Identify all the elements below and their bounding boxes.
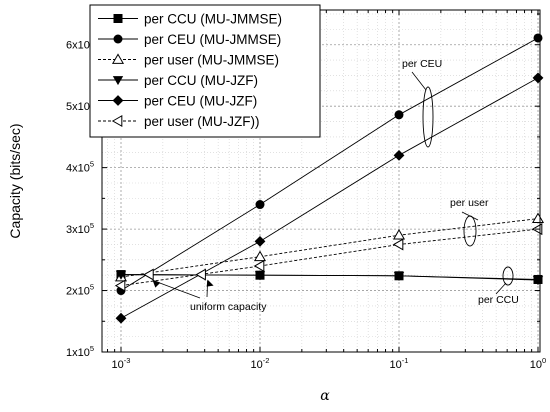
y-tick-label-mantissa: 5x10: [66, 101, 90, 113]
legend-marker-4: [112, 76, 124, 86]
series-3-point: [392, 229, 406, 240]
series-5-point: [254, 235, 266, 247]
series-3-point: [531, 212, 545, 223]
x-tick-label: 10-1: [390, 356, 409, 371]
legend-label-4: per CCU (MU-JZF): [144, 73, 258, 88]
x-tick-label: 100: [530, 356, 546, 371]
series-lines: [120, 37, 539, 319]
crossing-point: [143, 268, 154, 281]
series-6-point: [253, 259, 265, 273]
series-2-point: [255, 200, 265, 210]
series-4-point: [115, 270, 127, 280]
series-5-point: [532, 72, 544, 84]
legend-marker-1: [113, 14, 123, 23]
x-tick-label-exponent: -2: [263, 356, 270, 365]
series-5-point: [393, 149, 405, 161]
annotation-per-ccu: per CCU: [478, 294, 519, 306]
legend-label-1: per CCU (MU-JMMSE): [144, 12, 282, 27]
y-tick-label-exponent: 5: [90, 221, 94, 230]
annotation-ellipse-per-user: [463, 215, 477, 247]
series-2-point: [394, 110, 404, 120]
annotation-ellipse-per-ccu: [502, 266, 514, 286]
y-tick-label: 2x105: [66, 283, 94, 298]
y-tick-label: 3x105: [66, 221, 94, 236]
x-tick-label-base: 10: [390, 359, 402, 371]
series-4-point: [532, 276, 544, 286]
series-4-point: [254, 271, 266, 281]
series-line-6: [120, 228, 539, 287]
y-tick-label-mantissa: 1x10: [66, 347, 90, 359]
legend-label-3: per user (MU-JMMSE): [144, 53, 279, 68]
x-tick-label-base: 10: [530, 359, 542, 371]
annotation-leader-per-ceu: [411, 71, 427, 91]
series-3-point: [253, 250, 267, 262]
annotation-uniform-capacity: uniform capacity: [190, 301, 267, 313]
crossing-point: [195, 268, 206, 281]
legend-marker-2: [113, 34, 123, 44]
series-6-point: [392, 238, 404, 251]
data-markers: [114, 33, 545, 324]
series-line-5: [120, 77, 539, 319]
x-tick-label-base: 10: [251, 359, 263, 371]
annotation-arrowhead-uniform-1: [152, 279, 161, 288]
x-tick-label-base: 10: [112, 359, 124, 371]
y-tick-label-mantissa: 6x10: [66, 40, 90, 52]
annotation-arrow-uniform-1: [153, 280, 201, 299]
y-tick-label: 1x105: [66, 344, 94, 359]
annotation-per-user: per user: [450, 197, 489, 209]
legend-marker-5: [112, 95, 124, 106]
x-tick-label: 10-3: [112, 356, 131, 371]
series-5-point: [115, 312, 127, 324]
series-line-3: [120, 218, 539, 278]
x-axis-label: α: [320, 388, 330, 404]
series-line-2: [120, 37, 539, 291]
y-tick-label-mantissa: 2x10: [66, 286, 90, 298]
series-4-point: [393, 271, 405, 281]
y-tick-label-exponent: 5: [90, 344, 94, 353]
annotations: per CEU per user per CCU uniform capacity: [152, 58, 519, 313]
annotation-ellipse-per-ceu: [422, 86, 434, 148]
y-tick-label-mantissa: 3x10: [66, 224, 90, 236]
y-tick-label-mantissa: 4x10: [66, 163, 90, 175]
series-6-point: [114, 279, 126, 292]
series-2-point: [533, 33, 543, 43]
x-tick-label-exponent: -1: [402, 356, 409, 365]
plot-frame: [101, 9, 541, 353]
series-line-4: [120, 274, 539, 281]
y-tick-label-exponent: 5: [90, 160, 94, 169]
x-tick-label-exponent: -3: [124, 356, 131, 365]
y-tick-label: 4x105: [66, 160, 94, 175]
y-tick-label-exponent: 5: [90, 283, 94, 292]
legend-marker-3: [111, 53, 125, 64]
legend-box: [89, 4, 321, 138]
annotation-leader-per-ccu: [495, 282, 507, 295]
annotation-per-ceu: per CEU: [402, 58, 442, 70]
legend-label-6: per user (MU-JZF)): [144, 114, 260, 129]
legend-label-5: per CEU (MU-JZF): [144, 94, 257, 109]
legend: per CCU (MU-JMMSE) per CEU (MU-JMMSE) per …: [89, 4, 321, 138]
axis-ticks: 10-310-210-11001x1052x1053x1054x1055x105…: [66, 10, 546, 371]
annotation-arrowhead-uniform-2: [206, 279, 214, 287]
legend-label-2: per CEU (MU-JMMSE): [144, 32, 281, 47]
x-tick-label-exponent: 0: [542, 356, 546, 365]
x-tick-label: 10-2: [251, 356, 270, 371]
legend-marker-6: [111, 114, 123, 128]
y-axis-label: Capacity (bits/sec): [7, 123, 23, 238]
